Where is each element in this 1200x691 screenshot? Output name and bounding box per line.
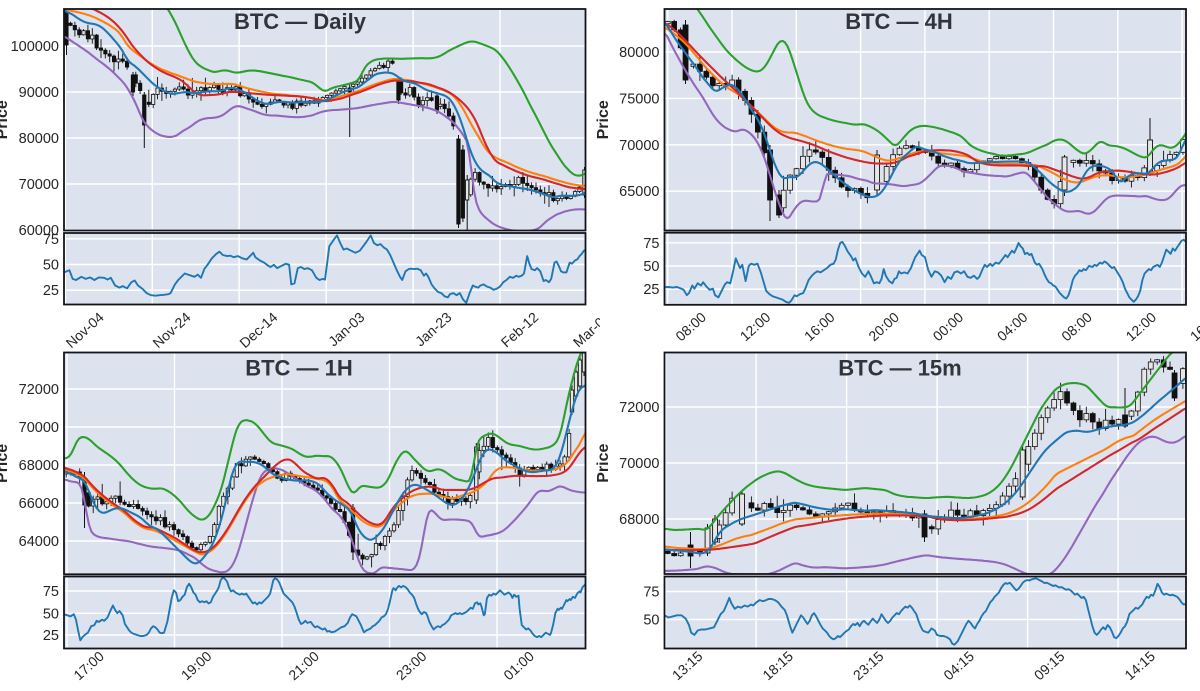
svg-text:BTC — 4H: BTC — 4H <box>845 9 953 34</box>
svg-text:60000: 60000 <box>19 223 59 239</box>
svg-text:BTC — 1H: BTC — 1H <box>245 356 353 381</box>
svg-text:BTC — 15m: BTC — 15m <box>838 356 961 381</box>
svg-text:64000: 64000 <box>19 534 59 550</box>
svg-text:75: 75 <box>643 585 659 601</box>
svg-text:80000: 80000 <box>19 131 59 147</box>
svg-text:50: 50 <box>43 258 59 274</box>
svg-text:66000: 66000 <box>19 496 59 512</box>
svg-text:70000: 70000 <box>619 138 659 154</box>
svg-text:50: 50 <box>643 613 659 629</box>
svg-text:75: 75 <box>43 232 59 248</box>
svg-text:72000: 72000 <box>19 382 59 398</box>
svg-text:100000: 100000 <box>11 39 59 55</box>
svg-text:65000: 65000 <box>619 184 659 200</box>
svg-text:50: 50 <box>643 259 659 275</box>
svg-text:70000: 70000 <box>619 456 659 472</box>
svg-text:50: 50 <box>43 606 59 622</box>
svg-text:75000: 75000 <box>619 91 659 107</box>
svg-text:68000: 68000 <box>19 458 59 474</box>
svg-text:75: 75 <box>43 584 59 600</box>
svg-text:BTC — Daily: BTC — Daily <box>234 9 367 34</box>
svg-text:Price: Price <box>595 100 612 139</box>
svg-text:25: 25 <box>43 283 59 299</box>
svg-text:80000: 80000 <box>619 45 659 61</box>
svg-text:Price: Price <box>0 100 11 139</box>
svg-text:Price: Price <box>595 444 612 483</box>
svg-text:70000: 70000 <box>19 420 59 436</box>
svg-text:75: 75 <box>643 236 659 252</box>
svg-text:Price: Price <box>0 444 11 483</box>
svg-text:25: 25 <box>43 628 59 644</box>
svg-text:25: 25 <box>643 282 659 298</box>
svg-text:68000: 68000 <box>619 512 659 528</box>
svg-text:90000: 90000 <box>19 85 59 101</box>
svg-text:70000: 70000 <box>19 177 59 193</box>
svg-text:72000: 72000 <box>619 400 659 416</box>
